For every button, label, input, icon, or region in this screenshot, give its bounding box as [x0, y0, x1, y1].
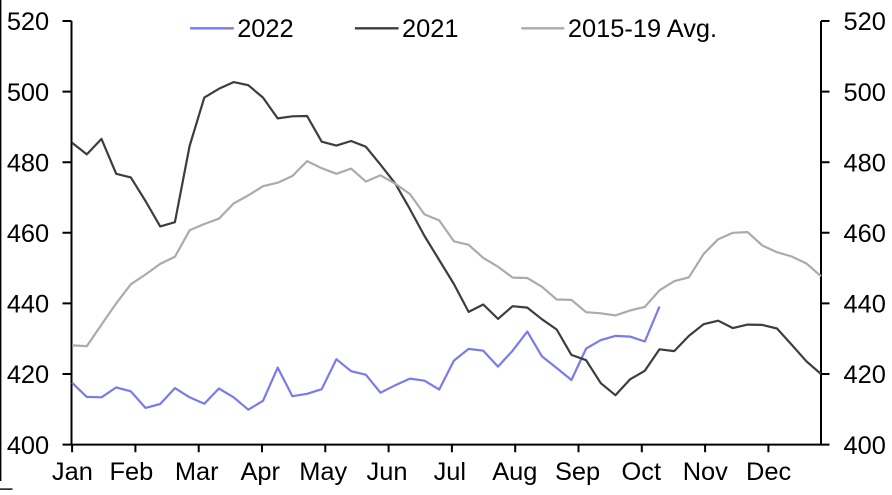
svg-text:440: 440: [7, 291, 49, 319]
svg-text:420: 420: [7, 361, 49, 389]
svg-text:Jul: Jul: [434, 458, 466, 486]
svg-text:2021: 2021: [402, 15, 458, 43]
svg-text:460: 460: [7, 220, 49, 248]
svg-text:460: 460: [844, 220, 886, 248]
svg-text:520: 520: [844, 8, 886, 36]
svg-text:420: 420: [844, 361, 886, 389]
svg-text:Feb: Feb: [110, 458, 154, 486]
svg-text:480: 480: [844, 149, 886, 177]
svg-text:2015-19 Avg.: 2015-19 Avg.: [568, 15, 717, 43]
svg-text:Jan: Jan: [52, 458, 93, 486]
svg-text:520: 520: [7, 8, 49, 36]
svg-text:Apr: Apr: [240, 458, 280, 486]
svg-text:Dec: Dec: [746, 458, 791, 486]
svg-text:Oct: Oct: [622, 458, 662, 486]
svg-text:400: 400: [844, 432, 886, 460]
svg-text:Mar: Mar: [175, 458, 219, 486]
svg-text:2022: 2022: [237, 15, 293, 43]
svg-text:400: 400: [7, 432, 49, 460]
svg-text:May: May: [299, 458, 347, 486]
svg-text:500: 500: [7, 79, 49, 107]
svg-text:Nov: Nov: [683, 458, 728, 486]
svg-text:480: 480: [7, 149, 49, 177]
svg-text:Aug: Aug: [492, 458, 537, 486]
svg-text:500: 500: [844, 79, 886, 107]
svg-text:Sep: Sep: [555, 458, 600, 486]
svg-text:Jun: Jun: [367, 458, 408, 486]
svg-text:440: 440: [844, 291, 886, 319]
